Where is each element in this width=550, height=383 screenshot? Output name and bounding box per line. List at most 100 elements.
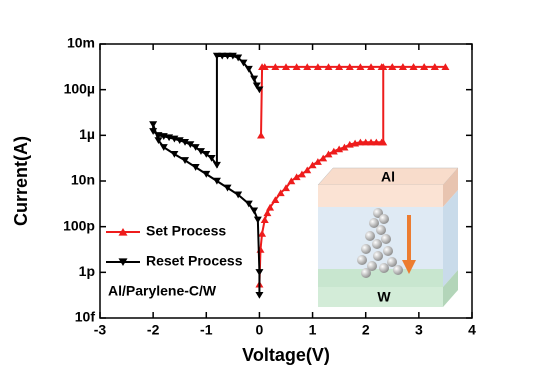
x-tick-label: -3 (94, 322, 107, 338)
data-point (388, 63, 397, 71)
data-point (313, 158, 322, 165)
data-point (335, 145, 344, 153)
data-point (154, 132, 163, 139)
data-point (202, 150, 211, 158)
data-point (212, 177, 221, 185)
data-point (282, 184, 290, 192)
data-point (159, 133, 168, 140)
data-point (207, 154, 216, 162)
legend-label: Reset Process (146, 253, 243, 269)
x-axis-title: Voltage(V) (242, 345, 330, 365)
data-point (340, 143, 349, 151)
data-point (303, 63, 312, 71)
data-point (149, 121, 158, 129)
data-point (260, 216, 269, 223)
data-point (212, 52, 221, 60)
x-tick-label: 2 (362, 322, 370, 338)
data-point (253, 216, 262, 224)
data-point (202, 170, 211, 178)
y-axis-title: Current(A) (11, 136, 31, 226)
y-tick-label: 1p (79, 263, 95, 279)
legend-marker (118, 227, 128, 236)
data-point (258, 229, 267, 237)
data-point (250, 207, 259, 215)
data-point (255, 86, 264, 94)
data-point (345, 63, 354, 71)
y-tick-label: 100p (63, 217, 95, 233)
data-point (223, 184, 232, 192)
filament (357, 208, 403, 278)
data-point (252, 82, 261, 90)
x-tick-label: -1 (200, 322, 213, 338)
x-tick-label: 4 (468, 322, 476, 338)
data-point (276, 189, 285, 197)
legend-label: Set Process (146, 223, 226, 239)
w-bottom (318, 287, 443, 307)
data-point (257, 131, 266, 139)
data-point (223, 52, 232, 60)
y-tick-label: 1µ (79, 126, 95, 142)
data-point (191, 144, 200, 151)
y-tick-label: 10m (67, 35, 95, 51)
data-point (186, 141, 195, 149)
data-point (367, 63, 376, 71)
data-point (287, 177, 296, 185)
data-point (377, 63, 386, 71)
data-point (409, 63, 418, 71)
y-tick-label: 10n (71, 172, 95, 188)
y-tick-label: 10f (75, 309, 96, 325)
data-point (303, 166, 312, 174)
data-point (335, 63, 344, 71)
x-tick-label: -2 (147, 322, 160, 338)
x-tick-label: 1 (309, 322, 317, 338)
data-point (319, 154, 328, 162)
data-point (379, 138, 388, 146)
data-point (255, 269, 264, 276)
data-point (258, 63, 267, 71)
data-point (372, 138, 381, 146)
data-point (154, 137, 163, 144)
data-point (367, 138, 376, 146)
data-point (170, 150, 179, 158)
data-point (228, 52, 237, 60)
data-point (313, 63, 322, 71)
data-point (292, 63, 301, 71)
x-tick-label: 3 (415, 322, 423, 338)
data-point (244, 200, 253, 208)
data-point (149, 128, 158, 135)
data-point (175, 137, 184, 144)
y-tick-label: 100µ (64, 80, 95, 96)
inset-diagram: Al W (317, 167, 459, 307)
data-point (181, 157, 190, 164)
data-point (356, 63, 365, 71)
data-point (292, 173, 301, 181)
data-point (271, 63, 280, 71)
data-point (324, 150, 333, 158)
data-point (398, 63, 407, 71)
data-point (308, 161, 317, 169)
data-point (196, 148, 205, 155)
inset-bottom-label: W (377, 289, 391, 305)
w-side (443, 270, 458, 307)
data-point (271, 196, 280, 204)
data-point (191, 164, 200, 171)
x-tick-label: 0 (256, 322, 264, 338)
al-side (443, 168, 458, 207)
data-point (420, 63, 429, 71)
data-point (250, 75, 259, 83)
data-point (266, 203, 275, 211)
data-point (218, 52, 227, 60)
data-point (212, 161, 221, 169)
data-point (329, 147, 338, 155)
data-point (263, 209, 272, 217)
annotation: Al/Parylene-C/W (108, 283, 217, 299)
arrow-head (402, 260, 416, 274)
data-point (282, 63, 290, 71)
data-point (356, 138, 365, 146)
data-point (441, 63, 450, 71)
al-layer (318, 185, 443, 207)
legend-marker (118, 258, 128, 267)
inset-top-label: Al (381, 169, 395, 185)
data-point (165, 134, 174, 142)
data-point (297, 170, 306, 178)
